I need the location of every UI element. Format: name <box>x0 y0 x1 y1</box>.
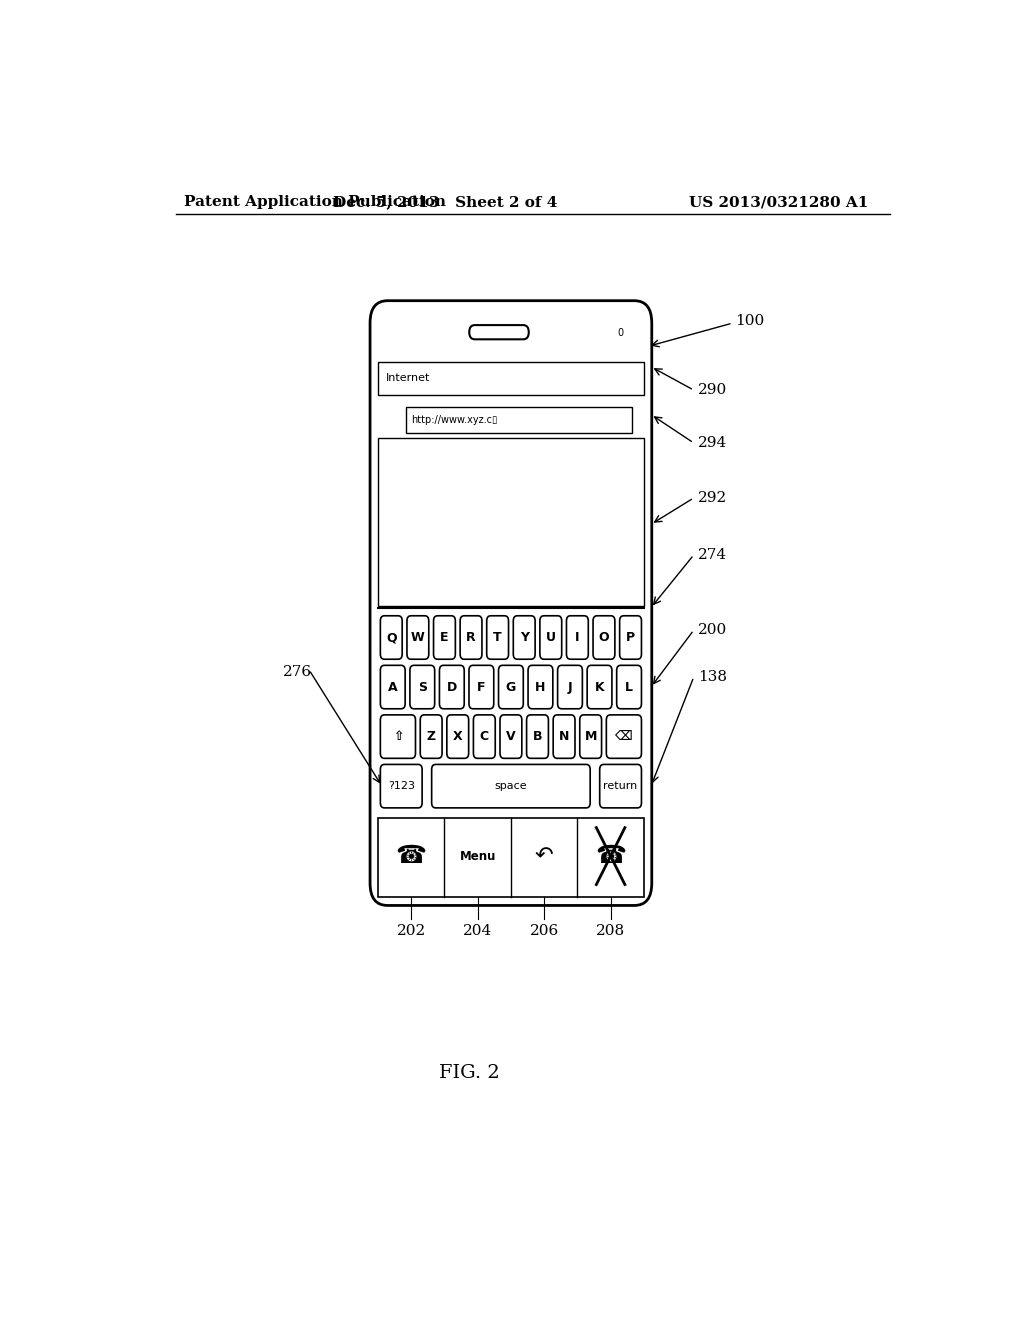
Text: space: space <box>495 781 527 791</box>
Text: Z: Z <box>427 730 436 743</box>
Text: Patent Application Publication: Patent Application Publication <box>183 195 445 209</box>
Text: U: U <box>546 631 556 644</box>
FancyBboxPatch shape <box>446 715 469 758</box>
FancyBboxPatch shape <box>566 615 588 659</box>
FancyBboxPatch shape <box>540 615 562 659</box>
Text: B: B <box>532 730 543 743</box>
FancyBboxPatch shape <box>486 615 509 659</box>
Text: 276: 276 <box>283 665 312 678</box>
Text: ☎: ☎ <box>595 843 626 869</box>
FancyBboxPatch shape <box>558 665 583 709</box>
Text: ⇧: ⇧ <box>392 730 403 743</box>
Text: K: K <box>595 681 604 693</box>
Text: FIG. 2: FIG. 2 <box>439 1064 500 1082</box>
FancyBboxPatch shape <box>469 665 494 709</box>
FancyBboxPatch shape <box>370 301 651 906</box>
Text: Internet: Internet <box>386 374 430 383</box>
Text: J: J <box>567 681 572 693</box>
Text: P: P <box>626 631 635 644</box>
Text: 200: 200 <box>697 623 727 638</box>
Text: R: R <box>466 631 476 644</box>
Text: A: A <box>388 681 397 693</box>
FancyBboxPatch shape <box>616 665 641 709</box>
FancyBboxPatch shape <box>473 715 496 758</box>
Text: 274: 274 <box>697 548 727 562</box>
Text: ↶: ↶ <box>535 846 553 866</box>
Bar <box>406 408 632 433</box>
Text: S: S <box>418 681 427 693</box>
Text: 100: 100 <box>735 314 764 329</box>
Text: I: I <box>575 631 580 644</box>
Text: 204: 204 <box>463 924 493 939</box>
FancyBboxPatch shape <box>420 715 442 758</box>
Text: US 2013/0321280 A1: US 2013/0321280 A1 <box>689 195 868 209</box>
FancyBboxPatch shape <box>580 715 601 758</box>
FancyBboxPatch shape <box>606 715 641 758</box>
Text: 138: 138 <box>697 669 727 684</box>
FancyBboxPatch shape <box>380 615 402 659</box>
Text: Menu: Menu <box>460 850 496 862</box>
Text: 294: 294 <box>697 436 727 450</box>
Text: M: M <box>585 730 597 743</box>
Text: O: O <box>599 631 609 644</box>
FancyBboxPatch shape <box>410 665 434 709</box>
FancyBboxPatch shape <box>380 665 406 709</box>
Text: ☎: ☎ <box>395 843 427 869</box>
Text: C: C <box>480 730 488 743</box>
FancyBboxPatch shape <box>553 715 575 758</box>
Text: E: E <box>440 631 449 644</box>
Text: F: F <box>477 681 485 693</box>
Text: Dec. 5, 2013   Sheet 2 of 4: Dec. 5, 2013 Sheet 2 of 4 <box>333 195 558 209</box>
FancyBboxPatch shape <box>513 615 536 659</box>
FancyBboxPatch shape <box>499 665 523 709</box>
Text: 292: 292 <box>697 491 727 504</box>
FancyBboxPatch shape <box>460 615 482 659</box>
FancyBboxPatch shape <box>593 615 614 659</box>
Text: return: return <box>603 781 638 791</box>
Text: ?123: ?123 <box>388 781 415 791</box>
FancyBboxPatch shape <box>433 615 456 659</box>
Text: 208: 208 <box>596 924 626 939</box>
Text: ⌫: ⌫ <box>615 730 633 743</box>
Text: G: G <box>506 681 516 693</box>
Text: X: X <box>453 730 463 743</box>
Bar <box>378 818 644 898</box>
FancyBboxPatch shape <box>469 325 528 339</box>
Text: 0: 0 <box>617 329 623 338</box>
FancyBboxPatch shape <box>380 715 416 758</box>
Text: 202: 202 <box>396 924 426 939</box>
FancyBboxPatch shape <box>587 665 612 709</box>
Bar <box>378 362 644 395</box>
FancyBboxPatch shape <box>380 764 422 808</box>
Text: D: D <box>446 681 457 693</box>
Text: W: W <box>411 631 425 644</box>
FancyBboxPatch shape <box>407 615 429 659</box>
FancyBboxPatch shape <box>439 665 464 709</box>
Text: 290: 290 <box>697 383 727 397</box>
FancyBboxPatch shape <box>528 665 553 709</box>
Text: V: V <box>506 730 516 743</box>
FancyBboxPatch shape <box>600 764 641 808</box>
Bar <box>378 438 644 606</box>
Text: N: N <box>559 730 569 743</box>
FancyBboxPatch shape <box>500 715 522 758</box>
FancyBboxPatch shape <box>526 715 549 758</box>
Text: 206: 206 <box>529 924 559 939</box>
Text: L: L <box>625 681 633 693</box>
Text: H: H <box>536 681 546 693</box>
Text: Q: Q <box>386 631 396 644</box>
Text: http://www.xyz.c▯: http://www.xyz.c▯ <box>412 414 498 425</box>
FancyBboxPatch shape <box>432 764 590 808</box>
FancyBboxPatch shape <box>620 615 641 659</box>
Text: T: T <box>494 631 502 644</box>
Text: Y: Y <box>520 631 528 644</box>
